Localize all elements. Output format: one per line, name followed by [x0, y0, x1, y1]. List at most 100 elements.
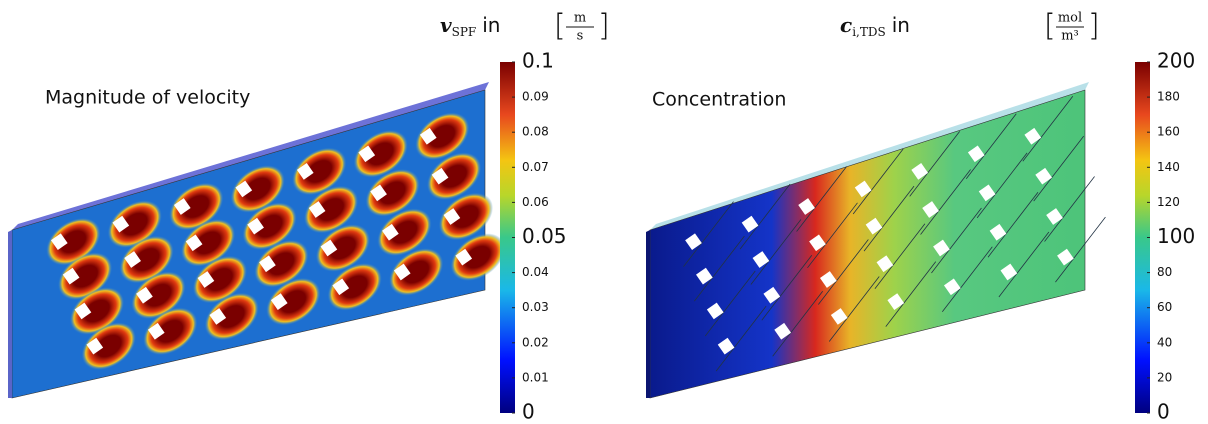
spacer: [1046, 208, 1063, 225]
spacer: [798, 198, 815, 215]
velocity-blob: [204, 292, 259, 341]
spacer: [197, 271, 215, 288]
colorbar-quantity: vSPF in: [440, 13, 500, 39]
quantity-connector: in: [892, 13, 910, 37]
velocity-blob: [81, 322, 136, 370]
channel-wall: [852, 148, 904, 215]
spacer: [763, 286, 781, 304]
velocity-blob: [450, 233, 505, 281]
quantity-subscript: i,TDS: [852, 25, 886, 39]
channel-wall: [828, 276, 880, 342]
velocity-blob: [327, 263, 382, 311]
colorbar-tick-label: 0.07: [522, 160, 549, 174]
spacer: [50, 233, 68, 251]
channel-wall: [818, 239, 869, 305]
spacer: [370, 184, 387, 202]
spacer: [854, 180, 872, 198]
spacer: [136, 286, 153, 304]
panel-label: Concentration: [652, 89, 786, 111]
spacer: [774, 322, 792, 340]
colorbar-tick-label: 0.03: [522, 300, 549, 314]
colorbar-tick-label: 0: [522, 400, 535, 424]
spacer: [209, 308, 227, 325]
channel-wall: [1044, 176, 1095, 242]
colorbar-quantity: ci,TDS in: [840, 13, 910, 39]
colorbar-tick-label: 20: [1157, 370, 1172, 384]
spacer: [752, 251, 770, 268]
unit-numerator: m: [574, 11, 586, 26]
spacer: [247, 217, 264, 235]
spacer: [706, 302, 724, 320]
channel-wall: [920, 169, 971, 235]
velocity-blob: [315, 224, 371, 272]
channel-wall: [1033, 135, 1084, 202]
spacer: [989, 223, 1007, 241]
channel-wall: [863, 185, 915, 252]
velocity-blob: [180, 219, 236, 267]
channel-wall: [739, 183, 791, 250]
velocity-blob: [426, 152, 482, 200]
channel-wall: [704, 270, 756, 337]
velocity-blob: [230, 165, 285, 213]
channel-wall: [909, 131, 961, 197]
unit-numerator: mol: [1058, 11, 1082, 26]
spacer: [865, 217, 883, 235]
spacer: [922, 201, 939, 218]
colorbar-tick-label: 100: [1157, 224, 1195, 248]
velocity-blob: [266, 277, 321, 326]
spacer: [173, 198, 191, 215]
velocity-blob: [169, 182, 224, 231]
channel-wall: [885, 261, 937, 327]
spacer: [112, 215, 130, 233]
quantity-connector: in: [482, 13, 500, 37]
spacer: [270, 293, 288, 310]
channel-wall: [772, 291, 823, 357]
velocity-blob: [353, 130, 408, 178]
colorbar-tick-label: 0.09: [522, 90, 549, 104]
channel-wall: [998, 231, 1050, 298]
spacer: [876, 255, 894, 273]
spacer: [147, 322, 165, 340]
velocity-blob: [438, 192, 494, 241]
velocity-blob: [69, 287, 125, 335]
channel-wall: [761, 254, 813, 321]
spacer: [717, 337, 735, 355]
spacer: [296, 163, 314, 180]
spacer: [967, 145, 985, 163]
simulation-renderings: Magnitude of velocity Concentration: [8, 82, 1106, 399]
spacer: [809, 234, 826, 252]
spacer: [819, 271, 837, 288]
velocity-blob: [377, 208, 432, 256]
unit-bracket: [: [1044, 9, 1056, 44]
channel-wall: [796, 166, 847, 232]
spacer: [419, 127, 437, 145]
channel-wall: [1022, 95, 1074, 162]
spacer: [259, 255, 276, 273]
quantity-symbol: v: [440, 13, 452, 37]
colorbar-tick-label: 0.01: [522, 370, 549, 384]
channel-wall: [965, 113, 1017, 180]
channel-wall: [931, 207, 982, 274]
spacer: [830, 308, 848, 325]
spacer: [358, 145, 376, 163]
spacer: [332, 278, 350, 296]
quantity-subscript: SPF: [452, 25, 477, 39]
spacer: [235, 180, 253, 198]
velocity-blob: [119, 235, 174, 284]
unit-bracket: [: [554, 9, 566, 44]
channel-wall: [807, 202, 858, 269]
panel-label: Magnitude of velocity: [45, 87, 250, 109]
slab-front: [649, 89, 1086, 399]
colorbar-tick-label: 0.1: [522, 49, 554, 73]
channel-wall: [750, 219, 802, 285]
spacer: [978, 184, 996, 202]
channel-wall: [987, 191, 1039, 258]
spacer: [86, 337, 104, 355]
colorbar-tick-label: 0.08: [522, 125, 549, 139]
spacer: [443, 208, 461, 225]
velocity-blob: [365, 169, 420, 217]
spacer: [431, 167, 449, 185]
colorbar-tick-label: 60: [1157, 300, 1172, 314]
colorbar-tick-label: 200: [1157, 49, 1195, 73]
